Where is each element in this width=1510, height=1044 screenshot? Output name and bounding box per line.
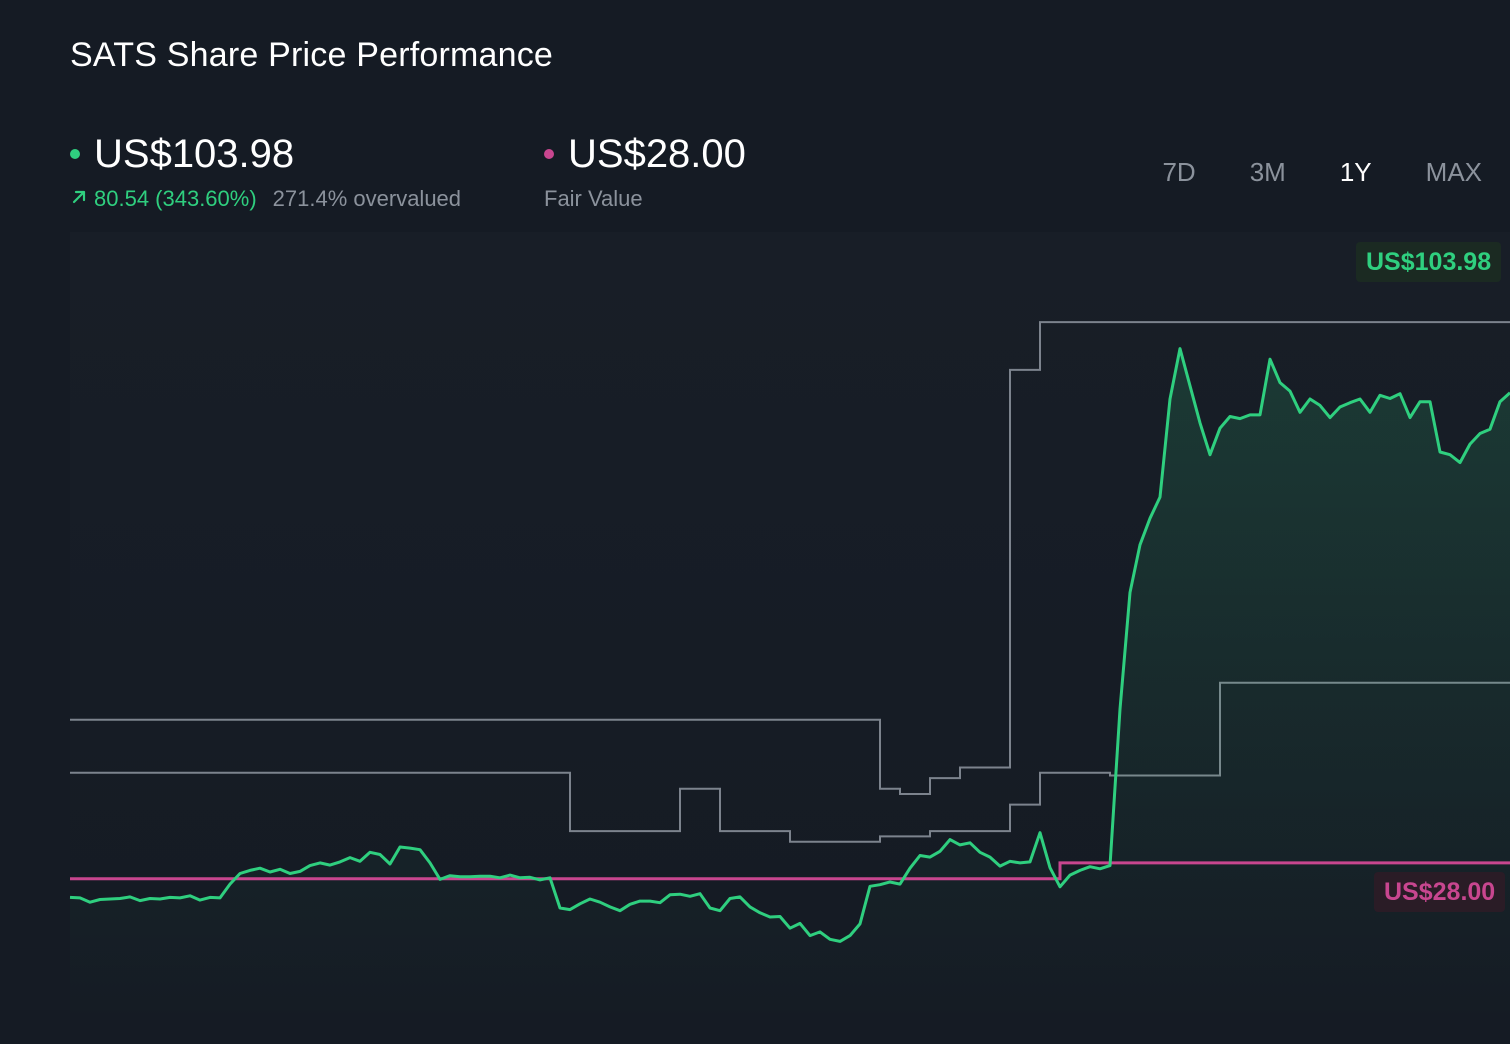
arrow-up-right-icon	[70, 186, 88, 212]
tab-3m[interactable]: 3M	[1249, 157, 1286, 187]
tab-max[interactable]: MAX	[1425, 157, 1482, 187]
price-dot	[70, 149, 80, 159]
price-area-fill	[70, 348, 1510, 1023]
price-change: 80.54 (343.60%)	[70, 186, 257, 212]
page-title: SATS Share Price Performance	[70, 36, 554, 74]
fair-value-label: Fair Value	[544, 186, 643, 211]
timeframe-selector: 7D 3M 1Y MAX	[1108, 152, 1482, 192]
current-price-block: US$103.98 80.54 (343.60%) 271.4% overval…	[70, 128, 461, 212]
fair-value-dot	[544, 149, 554, 159]
fair-value-price: US$28.00	[568, 132, 746, 176]
share-price-line	[69, 347, 1510, 943]
price-change-value: 80.54 (343.60%)	[94, 186, 257, 211]
tab-7d[interactable]: 7D	[1162, 157, 1196, 187]
valuation-status: 271.4% overvalued	[272, 186, 462, 211]
fair-value-badge: US$28.00	[1374, 872, 1506, 912]
fair-value-line	[70, 861, 1510, 881]
current-price: US$103.98	[94, 132, 295, 176]
fair-value-block: US$28.00 Fair Value	[544, 128, 746, 212]
upper-band-line	[70, 321, 1510, 795]
current-price-badge: US$103.98	[1356, 242, 1502, 282]
tab-1y[interactable]: 1Y	[1339, 157, 1372, 187]
